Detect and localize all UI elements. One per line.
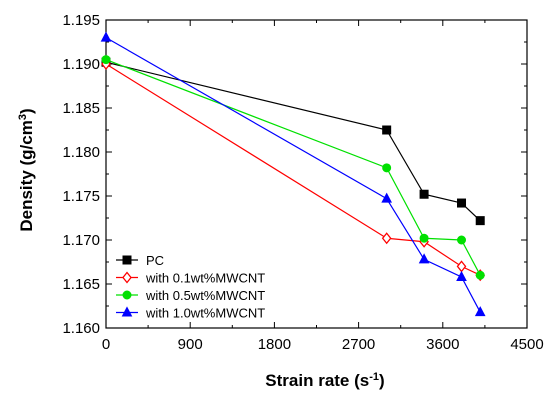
series-3 [100, 31, 486, 317]
legend-label: with 0.1wt%MWCNT [145, 271, 265, 286]
legend-marker [122, 290, 132, 300]
axis-tick-labels: 0 900 1800 2700 3600 4500 1.160 1.165 1.170 1.175… [62, 12, 543, 353]
data-point [382, 125, 392, 135]
y-tick-label: 1.195 [62, 12, 100, 29]
x-tick-label: 0 [102, 336, 110, 353]
legend-item: PC [116, 253, 164, 268]
data-point [382, 163, 392, 173]
legend-label: PC [146, 253, 164, 268]
x-tick-label: 4500 [510, 336, 543, 353]
x-tick-label: 1800 [258, 336, 291, 353]
data-point [475, 216, 485, 226]
x-tick-label: 900 [178, 336, 203, 353]
x-tick-label: 2700 [342, 336, 375, 353]
y-tick-label: 1.185 [62, 100, 100, 117]
data-series [100, 31, 486, 317]
legend-item: with 0.5wt%MWCNT [116, 288, 265, 303]
data-point [456, 260, 467, 273]
legend-label: with 0.5wt%MWCNT [145, 288, 265, 303]
axis-ticks [105, 19, 528, 329]
series-0 [101, 57, 485, 226]
y-tick-label: 1.170 [62, 232, 100, 249]
series-1 [101, 57, 486, 282]
legend-label: with 1.0wt%MWCNT [145, 306, 265, 321]
data-point [381, 192, 392, 203]
legend-item: with 0.1wt%MWCNT [116, 271, 265, 286]
data-point [457, 198, 467, 208]
x-axis-title: Strain rate (s-1) [265, 371, 384, 390]
data-point [474, 306, 486, 317]
data-point [381, 232, 392, 245]
data-point [100, 31, 112, 42]
data-point [475, 270, 485, 280]
data-point [101, 55, 111, 65]
y-tick-label: 1.165 [62, 276, 100, 293]
series-2 [101, 55, 485, 280]
x-tick-label: 3600 [426, 336, 459, 353]
data-point [419, 233, 429, 243]
legend-marker [122, 255, 132, 265]
data-point [419, 189, 429, 199]
legend-item: with 1.0wt%MWCNT [116, 306, 265, 321]
y-tick-label: 1.180 [62, 144, 100, 161]
data-point [456, 270, 467, 281]
y-tick-label: 1.175 [62, 188, 100, 205]
y-tick-label: 1.190 [62, 56, 100, 73]
legend-marker [121, 306, 133, 317]
data-point [457, 235, 467, 245]
legend-marker [122, 271, 132, 284]
legend: PC with 0.1wt%MWCNT with 0.5wt%MWCNT with 1… [116, 253, 265, 321]
y-axis-title: Density (g/cm3) [17, 108, 36, 231]
data-point [418, 253, 430, 264]
y-tick-label: 1.160 [62, 320, 100, 337]
